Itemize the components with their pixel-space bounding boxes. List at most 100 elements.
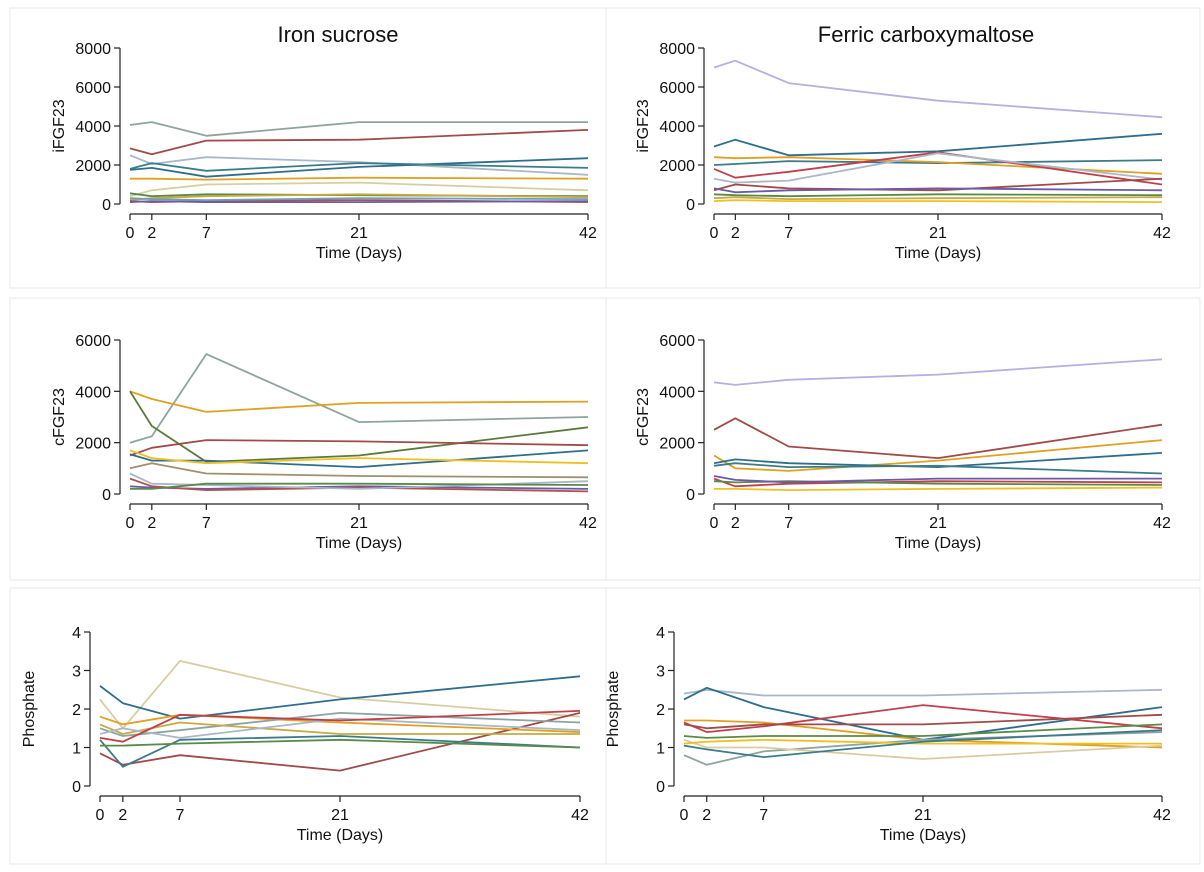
series-line-10 [683,729,1163,758]
y-tick-label: 2000 [659,158,695,175]
x-tick-label: 7 [784,225,793,242]
y-axis-title: cFGF23 [51,388,68,446]
series-line-6 [713,152,1163,184]
series-line-4 [684,719,1163,749]
y-tick-label: 6000 [75,80,111,97]
y-tick-label: 2000 [75,158,111,175]
x-axis-title: Time (Days) [316,245,403,262]
series-line-5 [713,462,1163,475]
x-tick-label: 21 [929,515,947,532]
x-tick-label: 42 [579,225,597,242]
y-tick-label: 6000 [659,80,695,97]
y-tick-label: 1 [72,741,81,758]
x-tick-label: 21 [350,515,368,532]
x-tick-label: 42 [1153,515,1171,532]
y-tick-label: 4000 [659,119,695,136]
x-tick-label: 0 [680,807,689,824]
series-line-6 [100,738,581,749]
x-axis-title: Time (Days) [316,535,403,552]
x-tick-label: 21 [331,807,349,824]
y-axis-title: iFGF23 [635,99,652,152]
series-line-11 [130,482,589,490]
series-line-1 [129,353,589,444]
y-axis-title: Phosphate [605,671,622,748]
x-tick-label: 21 [929,225,947,242]
y-tick-label: 4000 [75,384,111,401]
y-tick-label: 3 [656,664,665,681]
series-line-2 [129,129,589,156]
y-tick-label: 8000 [75,41,111,58]
x-tick-label: 0 [96,807,105,824]
series-line-7 [129,462,589,479]
x-axis-title: Time (Days) [297,827,384,844]
x-tick-label: 2 [118,807,127,824]
series-line-7 [683,723,1163,739]
series-line-8 [683,713,1163,730]
x-tick-label: 0 [126,515,135,532]
x-tick-label: 42 [1153,225,1171,242]
y-tick-label: 0 [656,779,665,796]
series-line-6 [130,176,589,181]
series-line-5 [129,162,589,172]
x-tick-label: 42 [1153,807,1171,824]
series-line-3 [683,704,1163,733]
series-line-4 [713,452,1163,469]
series-line-10 [99,710,581,743]
series-line-1 [99,660,581,730]
series-line-11 [713,199,1163,203]
series-line-6 [129,449,589,465]
x-tick-label: 7 [202,225,211,242]
x-axis-title: Time (Days) [880,827,967,844]
series-line-3 [99,712,581,772]
x-tick-label: 21 [914,807,932,824]
series-line-9 [713,196,1163,201]
y-tick-label: 8000 [659,41,695,58]
series-line-2 [713,132,1163,157]
y-axis-title: Phosphate [21,671,38,748]
series-line-9 [713,475,1162,484]
series-line-1 [129,121,588,137]
series-line-2 [713,417,1163,460]
y-tick-label: 0 [686,197,695,214]
series-line-5 [99,735,581,768]
series-line-8 [714,486,1163,492]
series-line-7 [713,177,1163,192]
y-tick-label: 1 [656,741,665,758]
series-line-2 [683,686,1163,741]
x-tick-label: 7 [176,807,185,824]
series-line-5 [129,449,589,469]
x-axis-title: Time (Days) [895,535,982,552]
series-line-1 [713,358,1163,386]
y-tick-label: 4 [656,625,665,642]
y-tick-label: 0 [102,197,111,214]
x-axis-title: Time (Days) [895,245,982,262]
y-tick-label: 6000 [659,333,695,350]
x-tick-label: 2 [731,225,740,242]
series-line-10 [713,187,1163,194]
x-tick-label: 7 [202,515,211,532]
y-tick-label: 2000 [75,436,111,453]
series-line-3 [129,390,589,463]
y-tick-label: 2 [72,702,81,719]
x-tick-label: 2 [147,515,156,532]
y-axis-title: cFGF23 [635,388,652,446]
x-tick-label: 21 [350,225,368,242]
series-line-5 [713,151,1163,186]
series-line-10 [129,472,589,490]
series-line-8 [713,193,1163,198]
x-tick-label: 0 [710,225,719,242]
column-title-ferric-carboxymaltose: Ferric carboxymaltose [818,22,1034,47]
series-line-6 [713,477,1163,488]
x-tick-label: 7 [784,515,793,532]
y-tick-label: 4000 [659,384,695,401]
series-line-2 [99,675,581,720]
series-line-7 [99,712,581,737]
x-tick-label: 42 [571,807,589,824]
y-tick-label: 0 [102,487,111,504]
